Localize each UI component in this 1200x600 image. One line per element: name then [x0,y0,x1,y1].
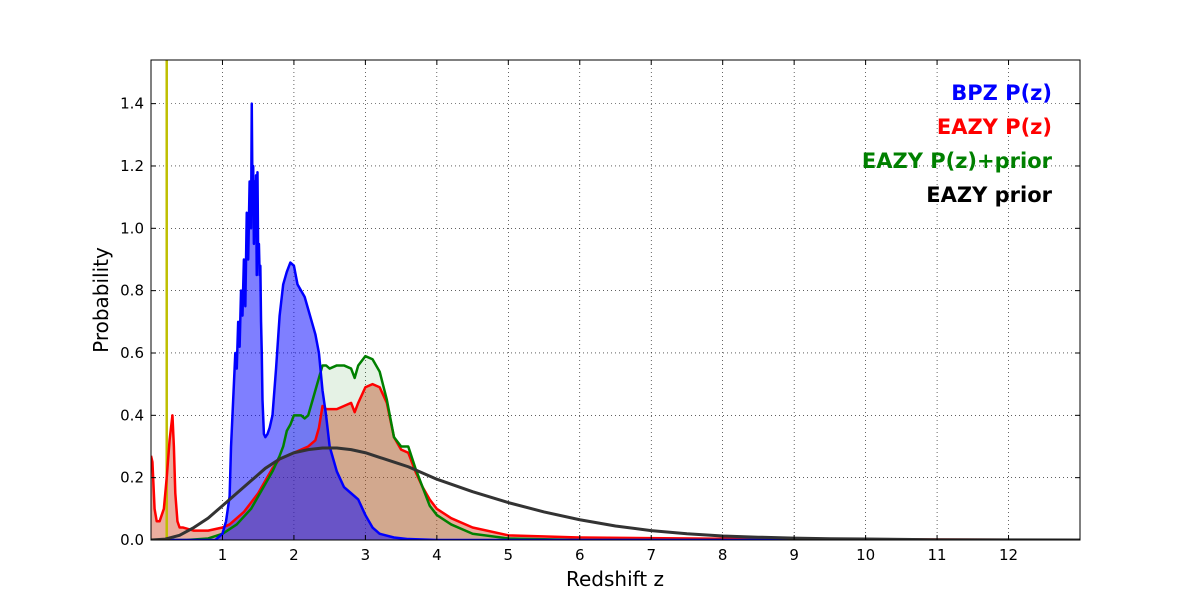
y-tick-label: 0.0 [120,531,144,549]
legend-bpz-p-z: BPZ P(z) [951,81,1052,105]
x-tick-label: 4 [432,546,442,564]
x-tick-label: 3 [361,546,371,564]
series-lines [151,60,1080,540]
eazy-p-z-area [151,384,1080,540]
x-tick-label: 1 [218,546,228,564]
x-axis-label: Redshift z [566,567,664,591]
plot-frame [150,59,1081,541]
x-tick-label: 12 [999,546,1018,564]
legend-eazy-p-z-prior: EAZY P(z)+prior [862,149,1053,173]
y-tick-label: 1.0 [120,219,144,237]
x-tick-label: 5 [504,546,514,564]
y-tick-label: 0.8 [120,282,144,300]
legend: BPZ P(z) EAZY P(z) EAZY P(z)+prior EAZY pri… [862,81,1053,207]
eazy-p-z-prior-area [151,356,1080,540]
x-tick-label: 10 [856,546,875,564]
series-fills [151,103,1080,540]
x-tick-label: 11 [928,546,947,564]
y-axis-label: Probability [89,247,113,353]
x-tick-label: 8 [718,546,728,564]
x-tick-label: 9 [789,546,799,564]
axis-ticks: 1 2 3 4 5 6 7 8 9 10 11 120.00.20.40.60.81.01.21.4 [120,60,1080,564]
eazy-prior-line [151,446,1080,540]
y-tick-label: 0.2 [120,469,144,487]
x-tick-label: 7 [646,546,656,564]
legend-eazy-prior: EAZY prior [926,183,1052,207]
y-tick-label: 0.4 [120,406,144,424]
y-tick-label: 1.2 [120,157,144,175]
eazy-p-z-prior-line [151,354,1080,540]
y-tick-label: 0.6 [120,344,144,362]
bpz-p-z-area [151,103,1080,540]
x-tick-label: 6 [575,546,585,564]
x-tick-label: 2 [289,546,299,564]
bpz-p-z-line [151,102,1080,540]
y-tick-label: 1.4 [120,95,144,113]
legend-eazy-p-z: EAZY P(z) [937,115,1052,139]
